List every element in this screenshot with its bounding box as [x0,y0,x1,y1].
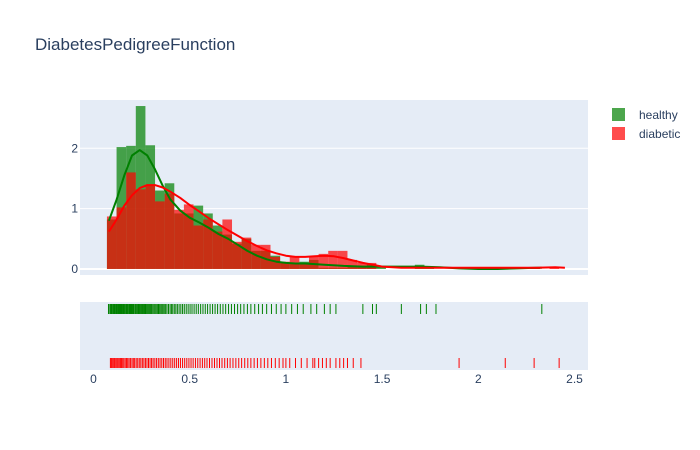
histogram-bar-diabetic[interactable] [164,193,175,269]
density-curves [107,149,565,270]
histogram-bar-diabetic[interactable] [126,172,136,269]
histogram-bar-diabetic[interactable] [155,201,165,269]
histogram-bar-diabetic[interactable] [241,237,252,269]
histogram-bar-diabetic[interactable] [318,253,329,269]
density-curve-diabetic[interactable] [108,184,565,269]
legend-swatch-diabetic [612,127,625,140]
y-tick-label: 2 [71,141,78,155]
histogram-bar-diabetic[interactable] [260,244,271,269]
histogram-bar-diabetic[interactable] [337,250,348,269]
histogram-bar-diabetic[interactable] [135,189,146,269]
legend-label-diabetic: diabetic [639,127,680,141]
legend-item-healthy[interactable]: healthy [612,108,678,122]
histogram-bar-diabetic[interactable] [212,231,223,269]
y-axis-tick-labels: 0 1 2 [71,141,78,276]
x-tick-label: 0.5 [181,372,198,386]
x-axis-tick-labels: 0 0.5 1 1.5 2 2.5 [90,372,583,386]
x-tick-label: 1.5 [374,372,391,386]
chart-title: DiabetesPedigreeFunction [35,35,235,54]
histogram-bar-diabetic[interactable] [116,207,127,269]
histogram-bar-diabetic[interactable] [232,241,242,269]
histogram-bar-diabetic[interactable] [328,250,338,269]
histogram-bar-diabetic[interactable] [183,204,194,269]
histogram-bar-diabetic[interactable] [270,256,281,269]
histogram-bar-diabetic[interactable] [347,259,358,269]
x-tick-label: 2.5 [566,372,583,386]
histogram-bar-diabetic[interactable] [193,225,204,269]
y-tick-label: 0 [71,262,78,276]
histogram-bar-diabetic[interactable] [203,219,213,269]
histogram-bar-diabetic[interactable] [280,261,290,269]
histogram-bar-diabetic[interactable] [174,209,184,269]
x-tick-label: 2 [475,372,482,386]
histogram-bar-diabetic[interactable] [145,184,156,269]
legend-item-diabetic[interactable]: diabetic [612,127,680,141]
histogram-bar-diabetic[interactable] [251,244,261,269]
x-tick-label: 0 [90,372,97,386]
y-tick-label: 1 [71,202,78,216]
rug-ticks [107,304,560,368]
legend: healthy diabetic [612,108,680,141]
histogram-bar-diabetic[interactable] [308,256,319,269]
legend-swatch-healthy [612,108,625,121]
histogram-bar-diabetic[interactable] [106,216,117,269]
x-tick-label: 1 [283,372,290,386]
legend-label-healthy: healthy [639,108,678,122]
histogram-bar-diabetic[interactable] [299,262,309,269]
histogram-bar-diabetic[interactable] [222,219,233,269]
